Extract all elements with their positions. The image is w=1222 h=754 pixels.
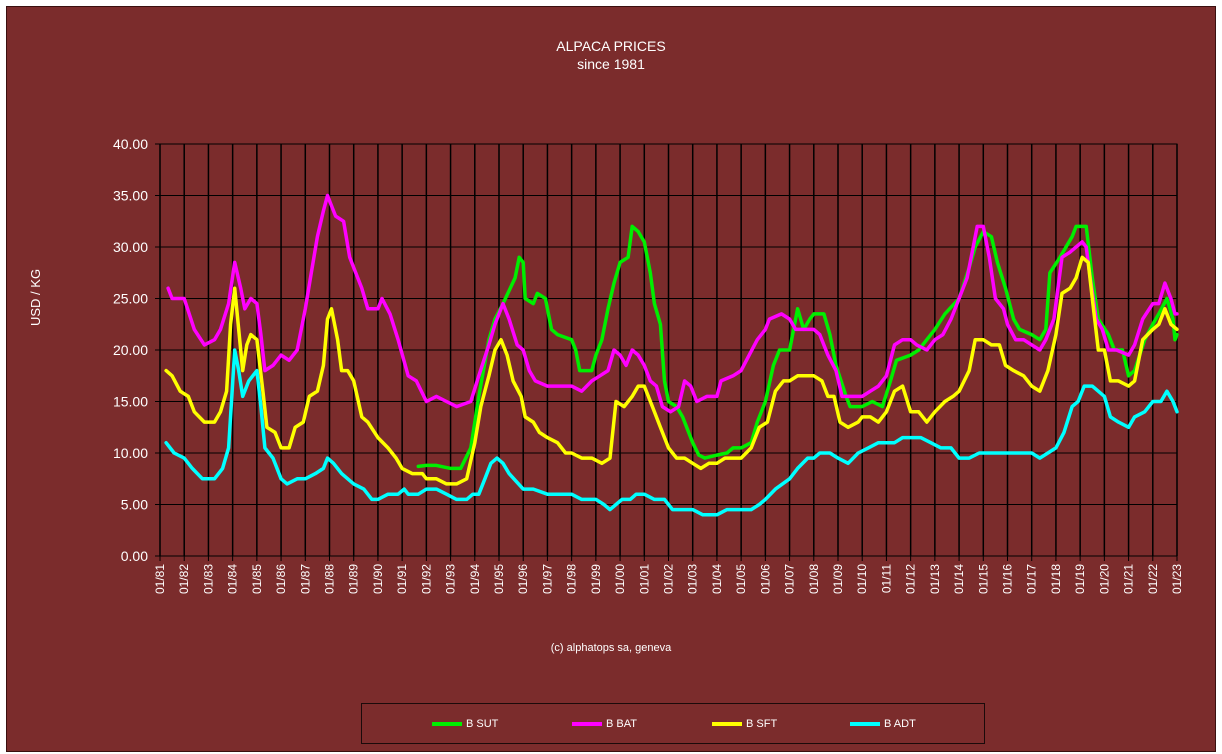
- y-tick-label: 30.00: [113, 239, 148, 255]
- chart-title: ALPACA PRICES: [556, 38, 666, 54]
- legend-label: B SFT: [746, 718, 778, 730]
- legend-item-b-sut: B SUT: [432, 717, 498, 731]
- series-line-b-sut: [416, 224, 1179, 471]
- x-tick-label: 01/90: [371, 564, 385, 594]
- copyright-note: (c) alphatops sa, geneva: [550, 642, 672, 654]
- x-tick-label: 01/86: [274, 564, 288, 594]
- x-tick-label: 01/18: [1049, 564, 1063, 594]
- legend-label: B ADT: [884, 718, 916, 730]
- x-tick-label: 01/98: [565, 564, 579, 594]
- chart-subtitle: since 1981: [577, 56, 645, 72]
- legend-label: B SUT: [466, 718, 499, 730]
- x-tick-label: 01/05: [734, 564, 748, 594]
- x-tick-label: 01/07: [783, 564, 797, 594]
- legend-swatch: [850, 722, 880, 726]
- x-tick-label: 01/96: [516, 564, 530, 594]
- x-tick-label: 01/99: [589, 564, 603, 594]
- x-tick-label: 01/23: [1170, 564, 1184, 594]
- y-tick-label: 0.00: [121, 548, 148, 564]
- legend-item-b-adt: B ADT: [850, 717, 916, 731]
- chart-title-block: ALPACA PRICES since 1981: [0, 37, 1222, 73]
- series-line-b-sft: [164, 255, 1179, 486]
- legend-swatch: [572, 722, 602, 726]
- x-tick-label: 01/94: [468, 564, 482, 594]
- x-tick-label: 01/09: [831, 564, 845, 594]
- x-tick-label: 01/93: [444, 564, 458, 594]
- x-tick-label: 01/13: [928, 564, 942, 594]
- y-tick-label: 40.00: [113, 136, 148, 152]
- x-tick-label: 01/82: [177, 564, 191, 594]
- x-tick-label: 01/19: [1073, 564, 1087, 594]
- x-tick-label: 01/89: [347, 564, 361, 594]
- x-tick-label: 01/91: [395, 564, 409, 594]
- x-tick-label: 01/22: [1146, 564, 1160, 594]
- x-tick-label: 01/14: [952, 564, 966, 594]
- legend-swatch: [432, 722, 462, 726]
- legend-swatch: [712, 722, 742, 726]
- x-tick-label: 01/00: [613, 564, 627, 594]
- x-tick-label: 01/83: [201, 564, 215, 594]
- y-tick-label: 15.00: [113, 394, 148, 410]
- x-tick-label: 01/97: [540, 564, 554, 594]
- x-tick-label: 01/95: [492, 564, 506, 594]
- x-tick-label: 01/15: [976, 564, 990, 594]
- x-tick-label: 01/84: [226, 564, 240, 594]
- x-tick-label: 01/04: [710, 564, 724, 594]
- x-tick-label: 01/03: [686, 564, 700, 594]
- y-tick-label: 25.00: [113, 291, 148, 307]
- legend-label: B BAT: [606, 718, 637, 730]
- x-tick-label: 01/08: [807, 564, 821, 594]
- x-tick-label: 01/92: [419, 564, 433, 594]
- x-tick-label: 01/21: [1122, 564, 1136, 594]
- y-tick-label: 5.00: [121, 497, 148, 513]
- y-tick-label: 20.00: [113, 342, 148, 358]
- x-tick-label: 01/06: [758, 564, 772, 594]
- x-tick-label: 01/16: [1001, 564, 1015, 594]
- x-tick-label: 01/81: [153, 564, 167, 594]
- y-tick-label: 10.00: [113, 445, 148, 461]
- series-line-b-adt: [164, 348, 1179, 517]
- legend-item-b-sft: B SFT: [712, 717, 777, 731]
- x-tick-label: 01/17: [1025, 564, 1039, 594]
- x-tick-label: 01/01: [637, 564, 651, 594]
- x-tick-label: 01/87: [298, 564, 312, 594]
- x-tick-label: 01/85: [250, 564, 264, 594]
- x-tick-label: 01/88: [323, 564, 337, 594]
- x-tick-label: 01/20: [1097, 564, 1111, 594]
- chart-legend: B SUT B BAT B SFT B ADT: [361, 703, 985, 744]
- x-tick-label: 01/02: [662, 564, 676, 594]
- x-tick-label: 01/12: [904, 564, 918, 594]
- legend-item-b-bat: B BAT: [572, 717, 637, 731]
- y-tick-label: 35.00: [113, 188, 148, 204]
- x-tick-label: 01/11: [879, 564, 893, 593]
- x-tick-label: 01/10: [855, 564, 869, 594]
- series-line-b-bat: [166, 193, 1179, 414]
